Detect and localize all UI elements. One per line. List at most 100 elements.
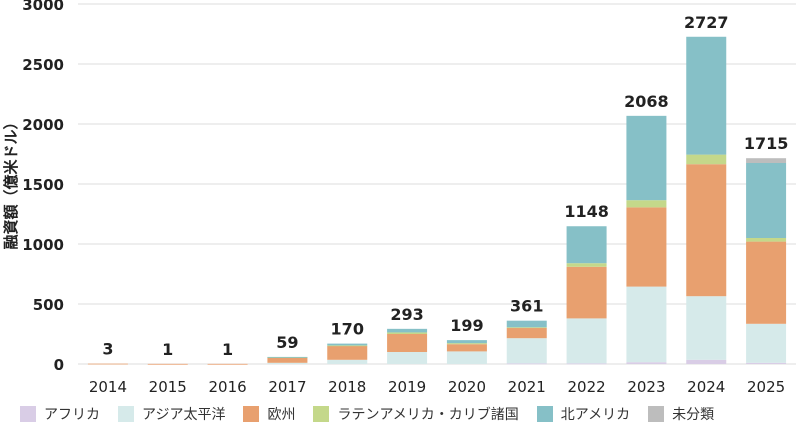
- legend: アフリカ アジア太平洋 欧州 ラテンアメリカ・カリブ諸国 北アメリカ 未分類: [20, 404, 714, 424]
- total-label: 1148: [564, 202, 609, 221]
- x-tick-label: 2022: [567, 378, 605, 396]
- total-label: 2727: [684, 13, 729, 32]
- bar-segment-2021-4: [506, 320, 547, 328]
- total-label: 3: [102, 340, 113, 359]
- x-tick-label: 2024: [687, 378, 725, 396]
- bar-segment-2023-2: [626, 207, 667, 287]
- legend-item: アジア太平洋: [118, 404, 225, 424]
- bar-segment-2021-1: [506, 338, 547, 364]
- y-tick-label: 2000: [22, 116, 64, 134]
- bar-segment-2019-1: [387, 352, 428, 364]
- bar-segment-2017-1: [267, 362, 308, 364]
- legend-swatch: [536, 406, 553, 422]
- legend-swatch: [648, 406, 665, 422]
- bar-segment-2017-4: [267, 356, 308, 358]
- bar-segment-2025-1: [746, 323, 787, 363]
- legend-label: 欧州: [267, 407, 296, 423]
- x-tick-label: 2025: [747, 378, 785, 396]
- bar-segment-2021-3: [506, 327, 547, 329]
- bar-segment-2015-2: [147, 363, 188, 365]
- bar-segment-2022-3: [566, 263, 607, 267]
- bar-segment-2025-4: [746, 163, 787, 238]
- x-tick-labels: 2014 2015 2016 2017 2018 2019 2020 2021 2022 2023…: [89, 378, 785, 396]
- y-tick-label: 2500: [22, 56, 64, 74]
- x-tick-label: 2015: [149, 378, 187, 396]
- bar-segment-2023-4: [626, 115, 667, 201]
- y-tick-label: 1500: [22, 176, 64, 194]
- bars: [87, 36, 787, 365]
- x-tick-label: 2016: [208, 378, 246, 396]
- total-label: 1: [162, 340, 173, 359]
- bar-segment-2021-2: [506, 328, 547, 339]
- legend-swatch: [243, 406, 260, 422]
- x-tick-label: 2019: [388, 378, 426, 396]
- bar-segment-2017-2: [267, 357, 308, 363]
- y-tick-label: 500: [33, 296, 64, 314]
- bar-segment-2024-0: [686, 359, 727, 364]
- x-tick-label: 2020: [448, 378, 486, 396]
- bar-segment-2020-2: [446, 344, 487, 352]
- y-tick-label: 0: [54, 356, 64, 374]
- bar-segment-2019-2: [387, 334, 428, 352]
- x-tick-label: 2018: [328, 378, 366, 396]
- legend-label: ラテンアメリカ・カリブ諸国: [337, 407, 519, 423]
- legend-swatch: [20, 406, 36, 422]
- legend-label: 未分類: [672, 407, 715, 423]
- bar-segment-2018-1: [327, 359, 368, 364]
- x-tick-label: 2021: [508, 378, 546, 396]
- bar-segment-2016-2: [207, 363, 248, 365]
- legend-label: 北アメリカ: [560, 407, 631, 423]
- bar-segment-2020-3: [446, 343, 487, 345]
- total-label: 2068: [624, 92, 669, 111]
- bar-segment-2018-2: [327, 346, 368, 360]
- bar-segment-2023-1: [626, 286, 667, 363]
- total-label: 1: [222, 340, 233, 359]
- bar-segment-2024-3: [686, 154, 727, 165]
- legend-label: アフリカ: [44, 407, 100, 423]
- y-tick-labels: 0 500 1000 1500 2000 2500 3000: [22, 0, 64, 374]
- bar-segment-2021-0: [506, 363, 547, 365]
- total-label: 170: [331, 320, 364, 339]
- bar-segment-2018-3: [327, 345, 368, 347]
- bar-segment-2020-4: [446, 340, 487, 344]
- bar-segment-2019-3: [387, 332, 428, 334]
- legend-swatch: [313, 406, 330, 422]
- legend-item: 北アメリカ: [536, 404, 631, 424]
- y-tick-label: 1000: [22, 236, 64, 254]
- bar-segment-2018-4: [327, 343, 368, 346]
- legend-item: 未分類: [648, 404, 714, 424]
- total-label: 293: [390, 305, 423, 324]
- bar-segment-2022-2: [566, 266, 607, 319]
- x-tick-label: 2023: [627, 378, 665, 396]
- bar-segment-2024-4: [686, 36, 727, 155]
- bar-segment-2025-3: [746, 238, 787, 242]
- bar-segment-2025-5: [746, 158, 787, 163]
- legend-item: アフリカ: [20, 404, 100, 424]
- total-label: 1715: [744, 134, 789, 153]
- bar-segment-2022-1: [566, 318, 607, 364]
- bar-segment-2022-4: [566, 226, 607, 264]
- legend-swatch: [118, 406, 134, 422]
- bar-segment-2023-3: [626, 200, 667, 208]
- bar-segment-2023-0: [626, 362, 667, 364]
- total-label: 361: [510, 297, 543, 316]
- total-labels: 3 1 1 59 170 293 199 361 1148 2068 2727 1715: [102, 13, 788, 359]
- y-tick-label: 3000: [22, 0, 64, 14]
- legend-item: 欧州: [243, 404, 295, 424]
- total-label: 59: [276, 333, 298, 352]
- bar-segment-2020-1: [446, 351, 487, 364]
- x-tick-label: 2014: [89, 378, 127, 396]
- bar-segment-2025-0: [746, 362, 787, 364]
- bar-segment-2022-0: [566, 363, 607, 365]
- y-axis-label: 融資額（億米ドル）: [2, 114, 20, 249]
- total-label: 199: [450, 316, 483, 335]
- bar-segment-2024-1: [686, 296, 727, 360]
- bar-segment-2014-2: [87, 363, 128, 365]
- bar-segment-2025-2: [746, 241, 787, 324]
- bar-segment-2024-2: [686, 164, 727, 297]
- legend-label: アジア太平洋: [142, 407, 226, 423]
- x-tick-label: 2017: [268, 378, 306, 396]
- legend-item: ラテンアメリカ・カリブ諸国: [313, 404, 519, 424]
- grid-lines: [78, 3, 796, 365]
